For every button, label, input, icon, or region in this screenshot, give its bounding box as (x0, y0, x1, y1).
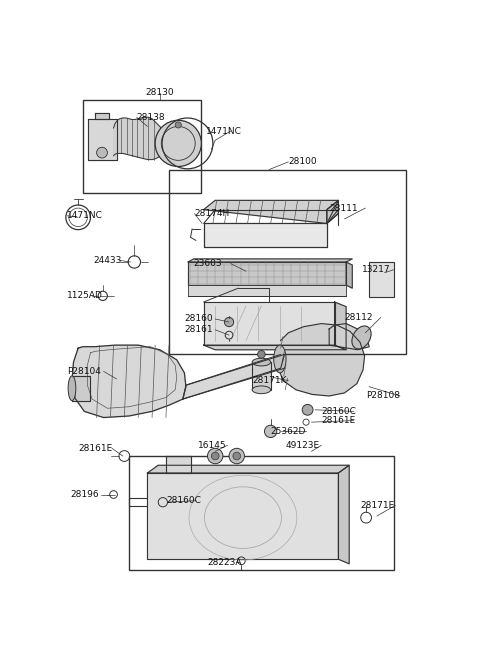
Circle shape (225, 318, 234, 327)
Text: 24433: 24433 (94, 256, 122, 265)
Circle shape (258, 350, 265, 358)
Text: 28111: 28111 (329, 203, 358, 213)
Text: 13217: 13217 (361, 265, 390, 274)
Circle shape (211, 452, 219, 460)
Text: 23603: 23603 (193, 259, 222, 268)
Circle shape (175, 122, 181, 128)
Circle shape (233, 452, 240, 460)
Text: 28160C: 28160C (322, 407, 356, 416)
Text: 1471NC: 1471NC (206, 127, 242, 136)
Polygon shape (88, 119, 117, 160)
Polygon shape (329, 323, 369, 350)
Text: 28161: 28161 (184, 325, 213, 335)
Polygon shape (327, 200, 338, 224)
Text: 28100: 28100 (288, 157, 317, 167)
Text: 28138: 28138 (137, 113, 165, 122)
Polygon shape (188, 262, 346, 285)
Text: 28160C: 28160C (166, 496, 201, 505)
Bar (252, 362, 271, 390)
Circle shape (96, 147, 108, 158)
Polygon shape (183, 354, 285, 399)
Polygon shape (166, 456, 191, 473)
Text: 28130: 28130 (145, 88, 174, 97)
Text: 28160: 28160 (184, 314, 213, 323)
Bar (369, 262, 394, 297)
Polygon shape (204, 200, 338, 224)
Polygon shape (338, 465, 349, 564)
Polygon shape (327, 200, 338, 224)
Bar (169, 170, 406, 354)
Text: 28171E: 28171E (360, 501, 394, 510)
Text: 16145: 16145 (198, 441, 227, 450)
Polygon shape (72, 345, 186, 417)
Circle shape (229, 448, 244, 464)
Text: P28108: P28108 (366, 392, 400, 400)
Bar (129, 456, 394, 570)
Ellipse shape (352, 326, 371, 349)
Circle shape (264, 425, 277, 438)
Polygon shape (72, 376, 90, 401)
Polygon shape (147, 473, 338, 559)
Polygon shape (204, 302, 335, 345)
Text: 1125AD: 1125AD (67, 291, 103, 300)
Bar (83, 100, 201, 193)
Text: 28161E: 28161E (78, 444, 112, 453)
Polygon shape (95, 113, 109, 119)
Circle shape (155, 120, 201, 167)
Ellipse shape (68, 376, 76, 401)
Text: 25362D: 25362D (271, 427, 306, 436)
Text: 28161E: 28161E (322, 416, 356, 425)
Text: 28174H: 28174H (194, 209, 229, 218)
Polygon shape (147, 465, 349, 473)
Polygon shape (346, 262, 352, 288)
Polygon shape (204, 345, 346, 350)
Text: 1471NC: 1471NC (67, 211, 103, 220)
Text: P28104: P28104 (67, 367, 101, 376)
Polygon shape (188, 259, 352, 262)
Polygon shape (114, 117, 178, 159)
Circle shape (302, 405, 313, 415)
Text: 49123E: 49123E (286, 441, 320, 450)
Polygon shape (335, 302, 346, 350)
Text: 28223A: 28223A (207, 558, 242, 567)
Text: 28171K: 28171K (252, 376, 287, 385)
Bar (188, 285, 346, 296)
Text: 28112: 28112 (345, 313, 373, 322)
Polygon shape (204, 224, 327, 247)
Polygon shape (277, 323, 365, 396)
Ellipse shape (252, 386, 271, 394)
Circle shape (207, 448, 223, 464)
Ellipse shape (252, 358, 271, 366)
Text: 28196: 28196 (71, 490, 99, 499)
Ellipse shape (274, 345, 286, 373)
